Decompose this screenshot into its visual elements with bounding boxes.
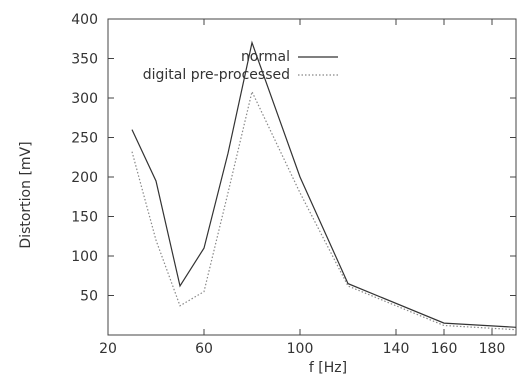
- y-tick-label: 350: [71, 52, 98, 68]
- x-axis-label: f [Hz]: [309, 360, 347, 376]
- legend: normal digital pre-processed: [143, 49, 338, 83]
- series-line-digital-pre-processed: [131, 89, 516, 331]
- y-tick-label: 50: [80, 289, 98, 305]
- x-tick-label: 60: [195, 341, 213, 357]
- x-tick-label: 180: [479, 341, 506, 357]
- legend-label-digital-pre-processed: digital pre-processed: [143, 67, 290, 83]
- y-tick-label: 300: [71, 91, 98, 107]
- x-tick-label: 140: [383, 341, 410, 357]
- y-axis-ticks: 50 100 150 200 250 300 350 400: [71, 12, 516, 305]
- y-tick-label: 200: [71, 170, 98, 186]
- series-lines: [131, 40, 516, 331]
- x-tick-label: 20: [99, 341, 117, 357]
- y-tick-label: 100: [71, 249, 98, 265]
- x-tick-label: 160: [431, 341, 458, 357]
- y-tick-label: 400: [71, 12, 98, 28]
- x-tick-label: 100: [287, 341, 314, 357]
- x-axis-ticks: 20 60 100 140 160 180: [99, 19, 505, 357]
- series-line-normal: [131, 40, 516, 328]
- y-axis-label: Distortion [mV]: [18, 141, 34, 248]
- y-tick-label: 250: [71, 131, 98, 147]
- y-tick-label: 150: [71, 210, 98, 226]
- legend-label-normal: normal: [241, 49, 290, 65]
